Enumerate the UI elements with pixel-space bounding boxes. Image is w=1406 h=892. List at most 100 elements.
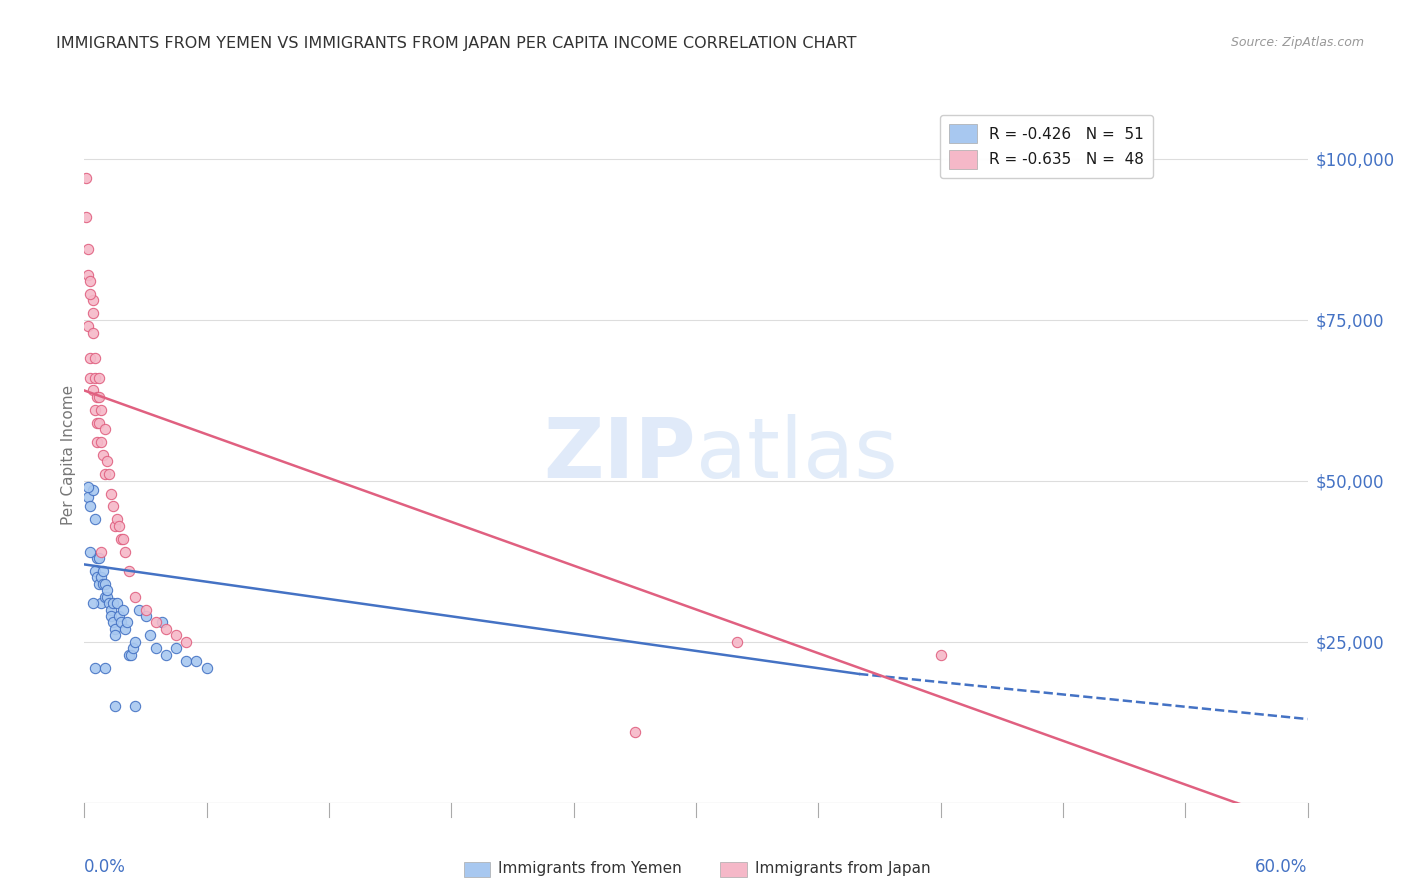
Point [82, 483, 104, 498]
Point [93, 660, 117, 674]
Point [77, 490, 100, 504]
Point [83, 402, 105, 417]
Point [90, 544, 112, 558]
Point [110, 615, 132, 630]
Point [77, 268, 100, 282]
Point [929, 648, 952, 662]
Point [150, 615, 173, 630]
Point [104, 518, 127, 533]
Point [145, 615, 167, 630]
Point [90, 435, 112, 450]
Point [82, 293, 104, 308]
Point [110, 532, 132, 546]
Point [79, 544, 101, 558]
Text: atlas: atlas [696, 415, 897, 495]
Point [124, 699, 146, 714]
Text: Immigrants from Yemen: Immigrants from Yemen [498, 862, 682, 877]
Point [176, 654, 198, 668]
Text: Source: ZipAtlas.com: Source: ZipAtlas.com [1230, 36, 1364, 49]
Point [86, 551, 108, 566]
Point [97, 596, 120, 610]
Point [82, 306, 104, 320]
Point [75, 210, 97, 224]
Point [93, 467, 117, 482]
Point [118, 564, 141, 578]
Point [128, 602, 150, 616]
Point [108, 518, 131, 533]
Text: 60.0%: 60.0% [1256, 858, 1308, 877]
Point [79, 274, 101, 288]
Point [82, 384, 104, 398]
Point [87, 551, 110, 566]
Point [90, 402, 112, 417]
Point [96, 583, 118, 598]
Text: Immigrants from Japan: Immigrants from Japan [755, 862, 931, 877]
Point [101, 615, 124, 630]
FancyBboxPatch shape [464, 862, 491, 877]
Point [114, 544, 136, 558]
Point [86, 416, 108, 430]
Point [101, 596, 124, 610]
Point [101, 500, 124, 514]
Point [115, 615, 138, 630]
Point [100, 609, 122, 624]
Point [83, 564, 105, 578]
Point [624, 725, 647, 739]
Point [105, 512, 128, 526]
Point [83, 660, 105, 674]
Point [83, 370, 105, 384]
Point [87, 370, 110, 384]
Point [176, 634, 198, 648]
Point [112, 602, 135, 616]
Point [79, 500, 101, 514]
Point [124, 634, 146, 648]
Text: 0.0%: 0.0% [84, 858, 127, 877]
Point [725, 634, 748, 648]
Point [195, 660, 218, 674]
Point [122, 641, 145, 656]
Point [79, 370, 101, 384]
Point [155, 622, 177, 636]
Text: IMMIGRANTS FROM YEMEN VS IMMIGRANTS FROM JAPAN PER CAPITA INCOME CORRELATION CHA: IMMIGRANTS FROM YEMEN VS IMMIGRANTS FROM… [56, 36, 856, 51]
Point [79, 351, 101, 366]
Point [91, 448, 114, 462]
Point [186, 654, 208, 668]
Point [87, 390, 110, 404]
Point [165, 628, 187, 642]
FancyBboxPatch shape [720, 862, 748, 877]
Point [82, 326, 104, 340]
Point [145, 641, 167, 656]
Point [138, 628, 160, 642]
Point [114, 622, 136, 636]
Point [86, 570, 108, 584]
Point [104, 628, 127, 642]
Point [83, 512, 105, 526]
Point [87, 416, 110, 430]
Point [96, 454, 118, 468]
Point [135, 609, 157, 624]
Point [124, 590, 146, 604]
Point [135, 602, 157, 616]
Point [165, 641, 187, 656]
Point [90, 570, 112, 584]
Y-axis label: Per Capita Income: Per Capita Income [60, 384, 76, 525]
Point [77, 480, 100, 494]
Point [120, 648, 142, 662]
Point [100, 602, 122, 616]
Text: ZIP: ZIP [544, 415, 696, 495]
Point [108, 609, 131, 624]
Point [90, 596, 112, 610]
Point [104, 699, 127, 714]
Point [86, 435, 108, 450]
Point [112, 532, 135, 546]
Point [79, 286, 101, 301]
Point [97, 467, 120, 482]
Point [105, 596, 128, 610]
Point [93, 576, 117, 591]
Point [75, 170, 97, 185]
Point [155, 648, 177, 662]
Point [77, 242, 100, 256]
Point [93, 590, 117, 604]
Point [83, 351, 105, 366]
Point [86, 390, 108, 404]
